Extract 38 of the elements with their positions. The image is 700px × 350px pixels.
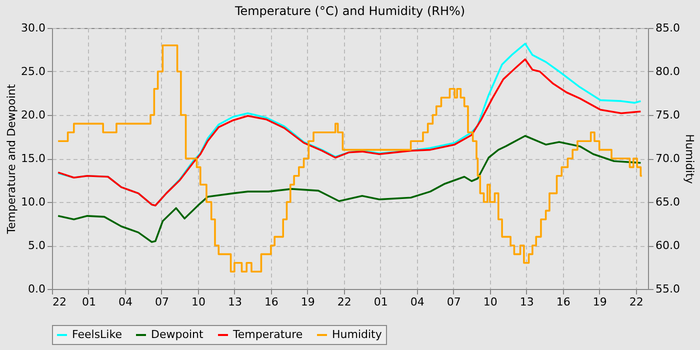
y-tick-label: 25.0: [21, 65, 46, 78]
y2-tick-label: 70.0: [656, 152, 680, 165]
x-tick-label: 04: [410, 296, 424, 308]
y2-axis-title: Humidity: [682, 134, 696, 184]
y2-tick-label: 75.0: [656, 108, 680, 122]
x-tick-label: 16: [264, 296, 278, 308]
x-tick-label: 22: [52, 296, 66, 308]
x-tick-label: 10: [191, 296, 206, 308]
y-tick-label: 10.0: [21, 196, 46, 208]
x-tick-label: 07: [446, 296, 461, 308]
x-tick-label: 19: [592, 296, 607, 308]
y-tick-label: 15.0: [21, 152, 46, 165]
x-tick-label: 19: [300, 296, 315, 308]
x-tick-label: 10: [483, 296, 498, 308]
x-tick-label: 22: [337, 296, 352, 308]
x-tick-label: 13: [228, 296, 242, 308]
x-tick-label: 13: [520, 296, 534, 308]
y2-tick-label: 80.0: [656, 65, 680, 78]
y2-tick-label: 85.0: [656, 22, 680, 34]
x-tick-label: 04: [118, 296, 132, 308]
x-tick-label: 16: [556, 296, 570, 308]
legend-label: Dewpoint: [151, 328, 204, 341]
legend-label: FeelsLike: [72, 328, 122, 341]
x-tick-label: 07: [154, 296, 169, 308]
y2-tick-label: 65.0: [656, 196, 680, 208]
y-axis-title: Temperature and Dewpoint: [5, 83, 18, 235]
chart-title: Temperature (°C) and Humidity (RH%): [234, 4, 466, 18]
y-tick-label: 5.0: [28, 239, 46, 252]
y-tick-label: 20.0: [21, 108, 46, 122]
y2-tick-label: 55.0: [656, 282, 680, 296]
y2-tick-label: 60.0: [656, 239, 680, 252]
legend-label: Humidity: [332, 328, 382, 341]
x-tick-label: 01: [374, 296, 388, 308]
y-tick-label: 30.0: [21, 22, 46, 34]
x-tick-label: 01: [82, 296, 96, 308]
x-tick-label: 22: [629, 296, 644, 308]
legend-label: Temperature: [232, 328, 303, 341]
y-tick-label: 0.0: [28, 282, 46, 296]
